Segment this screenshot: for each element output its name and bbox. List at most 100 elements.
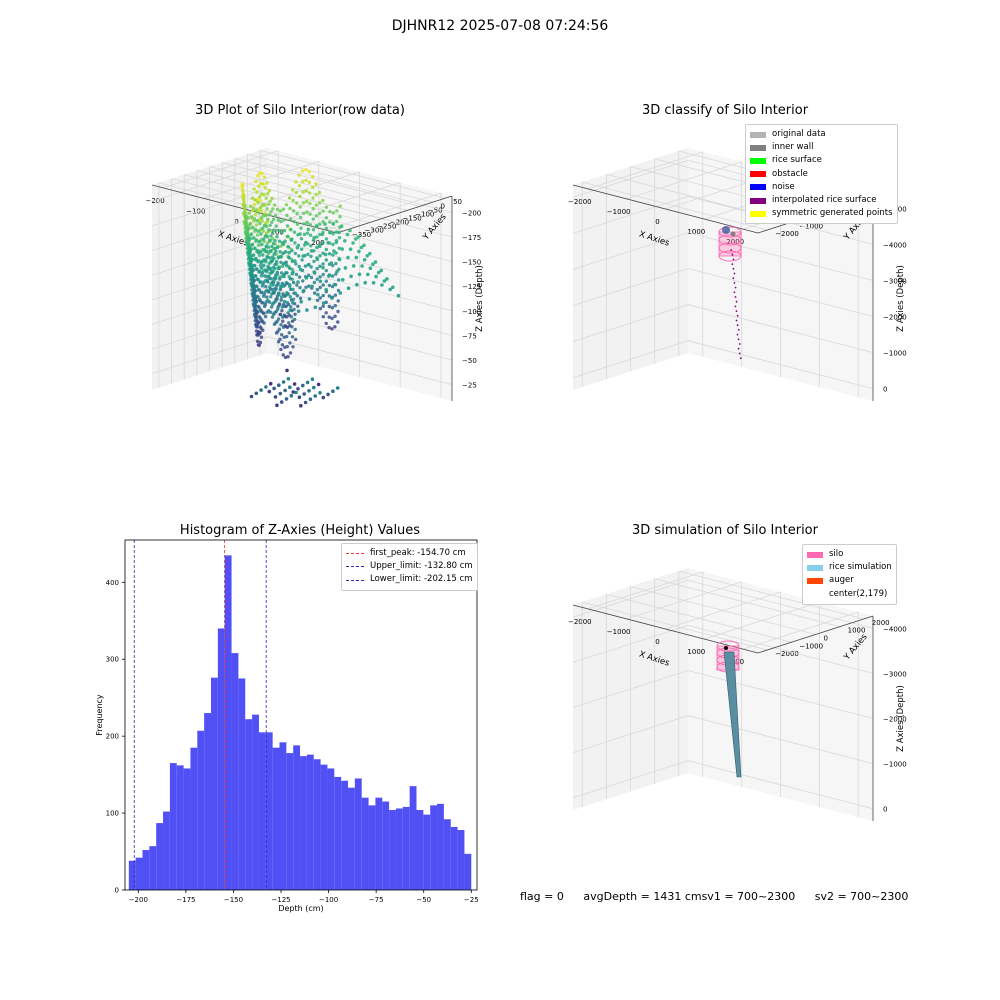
plot1-ztick-label: −150 bbox=[462, 259, 481, 267]
plot1-point bbox=[329, 261, 334, 265]
plot1-point bbox=[328, 220, 332, 224]
plot1-point bbox=[279, 271, 284, 275]
plot1-point bbox=[284, 203, 289, 207]
plot1-point bbox=[280, 309, 284, 313]
plot2-ztick-label: −4000 bbox=[883, 241, 907, 249]
plot4-grid-z bbox=[572, 670, 874, 719]
plot2-ytick-label: −2000 bbox=[775, 230, 799, 238]
plot1-point bbox=[337, 246, 341, 250]
plot1-point bbox=[327, 304, 331, 309]
plot1-point bbox=[273, 213, 278, 218]
plot1-point bbox=[273, 287, 277, 291]
hist-bar bbox=[327, 768, 335, 890]
plot1-point bbox=[327, 274, 331, 278]
hist-ytick-label: 300 bbox=[106, 656, 119, 664]
plot4-ztick-label: −1000 bbox=[883, 761, 907, 769]
plot1-point bbox=[264, 268, 269, 273]
plot1-point bbox=[265, 224, 269, 228]
plot1-point bbox=[321, 209, 325, 213]
plot1-point bbox=[318, 275, 322, 279]
plot2-interpolated-point bbox=[738, 343, 741, 345]
plot1-point bbox=[262, 237, 266, 241]
plot1-point bbox=[268, 267, 272, 272]
hist-bar bbox=[149, 846, 157, 890]
plot1-point bbox=[336, 288, 341, 293]
plot1-point bbox=[254, 208, 258, 212]
plot1-point bbox=[295, 211, 299, 216]
plot1-point bbox=[324, 216, 329, 220]
plot1-point bbox=[274, 224, 278, 228]
legend-swatch bbox=[807, 578, 823, 584]
hist-xtick-label: −25 bbox=[464, 896, 479, 904]
plot1-point bbox=[323, 252, 328, 257]
plot1-ytick-label: −300 bbox=[365, 227, 384, 235]
plot1-point bbox=[353, 237, 358, 241]
plot1-point bbox=[307, 262, 311, 267]
plot1-point bbox=[334, 230, 339, 234]
plot2-ztick-label: 0 bbox=[883, 386, 887, 394]
plot1-point bbox=[330, 316, 334, 320]
plot2-interpolated-point bbox=[739, 357, 742, 359]
plot1-point bbox=[257, 269, 262, 274]
plot1-point bbox=[295, 222, 300, 226]
plot1-point bbox=[293, 327, 297, 332]
plot1-point bbox=[260, 216, 264, 220]
plot1-point bbox=[331, 253, 335, 257]
plot1-point bbox=[297, 395, 302, 400]
plot1-point bbox=[349, 274, 353, 279]
plot1-point bbox=[265, 181, 269, 185]
plot1-point bbox=[368, 266, 373, 271]
plot2-interpolated-point bbox=[732, 267, 735, 270]
plot2-interpolated-point bbox=[732, 277, 735, 280]
plot1-point bbox=[288, 295, 292, 299]
hist-bar bbox=[416, 810, 424, 890]
plot1-point bbox=[304, 276, 309, 280]
plot1-point bbox=[279, 255, 283, 259]
plot1-point bbox=[267, 256, 272, 260]
status-bar: flag = 0 avgDepth = 1431 cmsv1 = 700~230… bbox=[520, 890, 924, 903]
plot1-point bbox=[334, 238, 339, 243]
plot1-point bbox=[307, 180, 312, 185]
plot1-point bbox=[303, 400, 308, 405]
plot1-point bbox=[255, 284, 259, 289]
plot1-point bbox=[356, 235, 361, 239]
plot1-point bbox=[256, 278, 260, 282]
plot1-point bbox=[259, 280, 263, 284]
plot1-point bbox=[268, 199, 272, 203]
plot1-point bbox=[314, 224, 319, 228]
plot1-point bbox=[255, 190, 259, 194]
plot1-point bbox=[266, 192, 270, 196]
hist-xtick-label: −175 bbox=[176, 896, 195, 904]
plot1-point bbox=[275, 207, 280, 212]
plot1-point bbox=[265, 235, 270, 239]
plot1-point bbox=[255, 267, 259, 271]
plot1-point bbox=[316, 292, 320, 297]
plot2-grid-z bbox=[572, 304, 874, 353]
plot1-point bbox=[318, 244, 322, 248]
legend-label: silo bbox=[829, 549, 844, 559]
plot1-point bbox=[296, 304, 300, 308]
legend-entry: first_peak: -154.70 cm bbox=[346, 547, 473, 560]
figure-title: DJHNR12 2025-07-08 07:24:56 bbox=[391, 18, 609, 34]
plot1-point bbox=[248, 249, 252, 254]
plot4-center-marker bbox=[724, 646, 728, 650]
plot1-point bbox=[277, 302, 282, 306]
plot1-xtick-label: 200 bbox=[311, 239, 324, 247]
plot1-point bbox=[289, 298, 294, 302]
plot2-interpolated-point bbox=[733, 282, 736, 284]
plot1-point bbox=[300, 169, 305, 173]
plot1-point bbox=[346, 286, 351, 291]
plot1-ytick-label: 0 bbox=[440, 202, 444, 210]
hist-bar bbox=[190, 747, 198, 890]
hist-bar bbox=[361, 797, 369, 890]
legend-entry: rice surface bbox=[750, 154, 893, 167]
plot1-point bbox=[315, 245, 319, 250]
avg-depth-readout: avgDepth = 1431 cm bbox=[583, 890, 702, 903]
plot1-point bbox=[321, 241, 325, 245]
plot1-point bbox=[318, 391, 322, 395]
plot1-point bbox=[380, 283, 384, 287]
plot1-point bbox=[308, 212, 312, 216]
plot1-point bbox=[343, 239, 347, 243]
plot2-interpolated-point bbox=[737, 338, 740, 341]
